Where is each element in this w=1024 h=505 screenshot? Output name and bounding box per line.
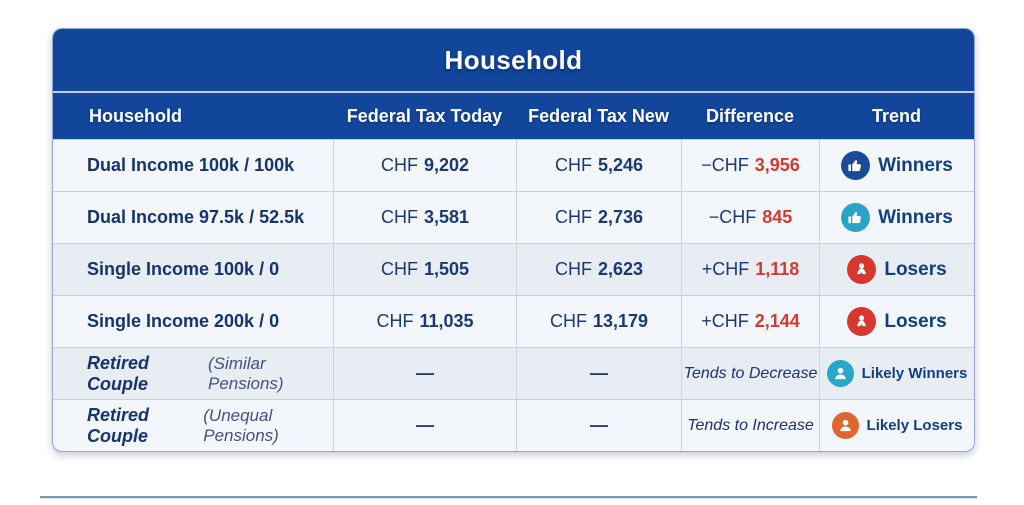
table-row: Retired Couple (Unequal Pensions) — — Te… (53, 399, 974, 451)
tax-new-cell: — (516, 400, 681, 451)
tax-new-cell: CHF 2,736 (516, 192, 681, 243)
household-label: Retired Couple (87, 352, 150, 394)
trend-cell: Winners (819, 192, 974, 243)
household-cell: Single Income 100k / 0 (53, 244, 333, 295)
empty-value-dash: — (416, 415, 434, 435)
difference-prefix: +CHF (701, 311, 749, 331)
difference-value: 3,956 (754, 155, 800, 175)
tax-today-value: 9,202 (423, 155, 470, 175)
thumbs-up-icon (841, 151, 871, 180)
currency-label: CHF (549, 311, 587, 331)
difference-trend-text: Tends to Increase (687, 416, 814, 434)
difference-trend-text: Tends to Decrease (683, 364, 818, 382)
tax-new-value: 5,246 (597, 155, 644, 175)
household-table-card: Household Household Federal Tax Today Fe… (52, 28, 975, 452)
trend-label: Winners (878, 154, 953, 176)
tax-new-value: 2,623 (597, 259, 644, 279)
tax-new-value: 13,179 (592, 311, 649, 331)
difference-value: 845 (762, 207, 793, 227)
household-label: Dual Income 100k / 100k (87, 155, 295, 175)
currency-label: CHF (380, 155, 418, 175)
header-cell-household: Household (89, 105, 182, 126)
tax-today-cell: CHF 9,202 (333, 140, 516, 191)
household-label: Single Income 100k / 0 (87, 259, 280, 279)
tax-new-value: 2,736 (597, 207, 644, 227)
table-title: Household (444, 44, 583, 75)
tax-new-cell: CHF 13,179 (516, 296, 681, 347)
table-row: Single Income 100k / 0 CHF 1,505 CHF 2,6… (53, 243, 974, 295)
household-label: Retired Couple (87, 404, 150, 446)
bottom-divider-line (40, 496, 977, 499)
household-label: Dual Income 97.5k / 52.5k (87, 207, 305, 227)
currency-label: CHF (380, 207, 418, 227)
person-bust-icon (826, 360, 854, 387)
tax-today-cell: CHF 11,035 (333, 296, 516, 347)
table-row: Single Income 200k / 0 CHF 11,035 CHF 13… (53, 295, 974, 347)
tax-today-cell: CHF 3,581 (333, 192, 516, 243)
difference-cell: −CHF 845 (681, 192, 819, 243)
trend-cell: Likely Losers (819, 400, 974, 451)
household-cell: Single Income 200k / 0 (53, 296, 333, 347)
trend-cell: Losers (819, 296, 974, 347)
thumbs-up-icon (841, 203, 871, 232)
trend-label: Likely Losers (866, 417, 963, 434)
table-row: Dual Income 100k / 100k CHF 9,202 CHF 5,… (53, 139, 974, 191)
difference-cell: Tends to Decrease (681, 348, 819, 399)
difference-cell: Tends to Increase (681, 400, 819, 451)
trend-cell: Likely Winners (819, 348, 974, 399)
tax-today-value: 1,505 (423, 259, 470, 279)
currency-label: CHF (376, 311, 414, 331)
person-icon (847, 307, 877, 336)
currency-label: CHF (554, 155, 592, 175)
empty-value-dash: — (416, 363, 434, 383)
household-cell: Retired Couple (Similar Pensions) (53, 348, 333, 399)
currency-label: CHF (380, 259, 418, 279)
header-cell-difference: Difference (705, 105, 795, 126)
trend-label: Losers (884, 310, 947, 332)
tax-today-cell: — (333, 348, 516, 399)
table-title-bar: Household (53, 29, 974, 93)
household-label-suffix: (Similar Pensions) (208, 353, 284, 393)
empty-value-dash: — (590, 363, 608, 383)
tax-new-cell: CHF 5,246 (516, 140, 681, 191)
difference-prefix: −CHF (708, 207, 757, 227)
person-icon (847, 255, 877, 284)
table-header-row: Household Federal Tax Today Federal Tax … (53, 93, 974, 139)
household-cell: Dual Income 97.5k / 52.5k (53, 192, 333, 243)
table-row: Retired Couple (Similar Pensions) — — Te… (53, 347, 974, 399)
difference-value: 2,144 (754, 311, 800, 331)
difference-cell: +CHF 1,118 (681, 244, 819, 295)
tax-new-cell: CHF 2,623 (516, 244, 681, 295)
tax-new-cell: — (516, 348, 681, 399)
currency-label: CHF (554, 207, 592, 227)
header-cell-federal-tax-new: Federal Tax New (528, 105, 669, 126)
difference-prefix: −CHF (701, 155, 749, 175)
difference-cell: +CHF 2,144 (681, 296, 819, 347)
household-label: Single Income 200k / 0 (87, 311, 280, 331)
header-cell-federal-tax-today: Federal Tax Today (346, 105, 503, 126)
currency-label: CHF (554, 259, 592, 279)
tax-today-value: 11,035 (419, 311, 474, 331)
empty-value-dash: — (590, 415, 608, 435)
household-label-suffix: (Unequal Pensions) (203, 405, 279, 445)
trend-cell: Winners (819, 140, 974, 191)
tax-today-value: 3,581 (423, 207, 470, 227)
table-row: Dual Income 97.5k / 52.5k CHF 3,581 CHF … (53, 191, 974, 243)
tax-today-cell: — (333, 400, 516, 451)
trend-cell: Losers (819, 244, 974, 295)
tax-today-cell: CHF 1,505 (333, 244, 516, 295)
person-bust-icon (831, 412, 859, 439)
trend-label: Losers (884, 258, 947, 280)
difference-cell: −CHF 3,956 (681, 140, 819, 191)
trend-label: Winners (878, 206, 953, 228)
header-cell-trend: Trend (871, 105, 921, 126)
household-cell: Retired Couple (Unequal Pensions) (53, 400, 333, 451)
trend-label: Likely Winners (861, 365, 968, 382)
difference-prefix: +CHF (701, 259, 750, 279)
difference-value: 1,118 (755, 259, 800, 279)
household-cell: Dual Income 100k / 100k (53, 140, 333, 191)
